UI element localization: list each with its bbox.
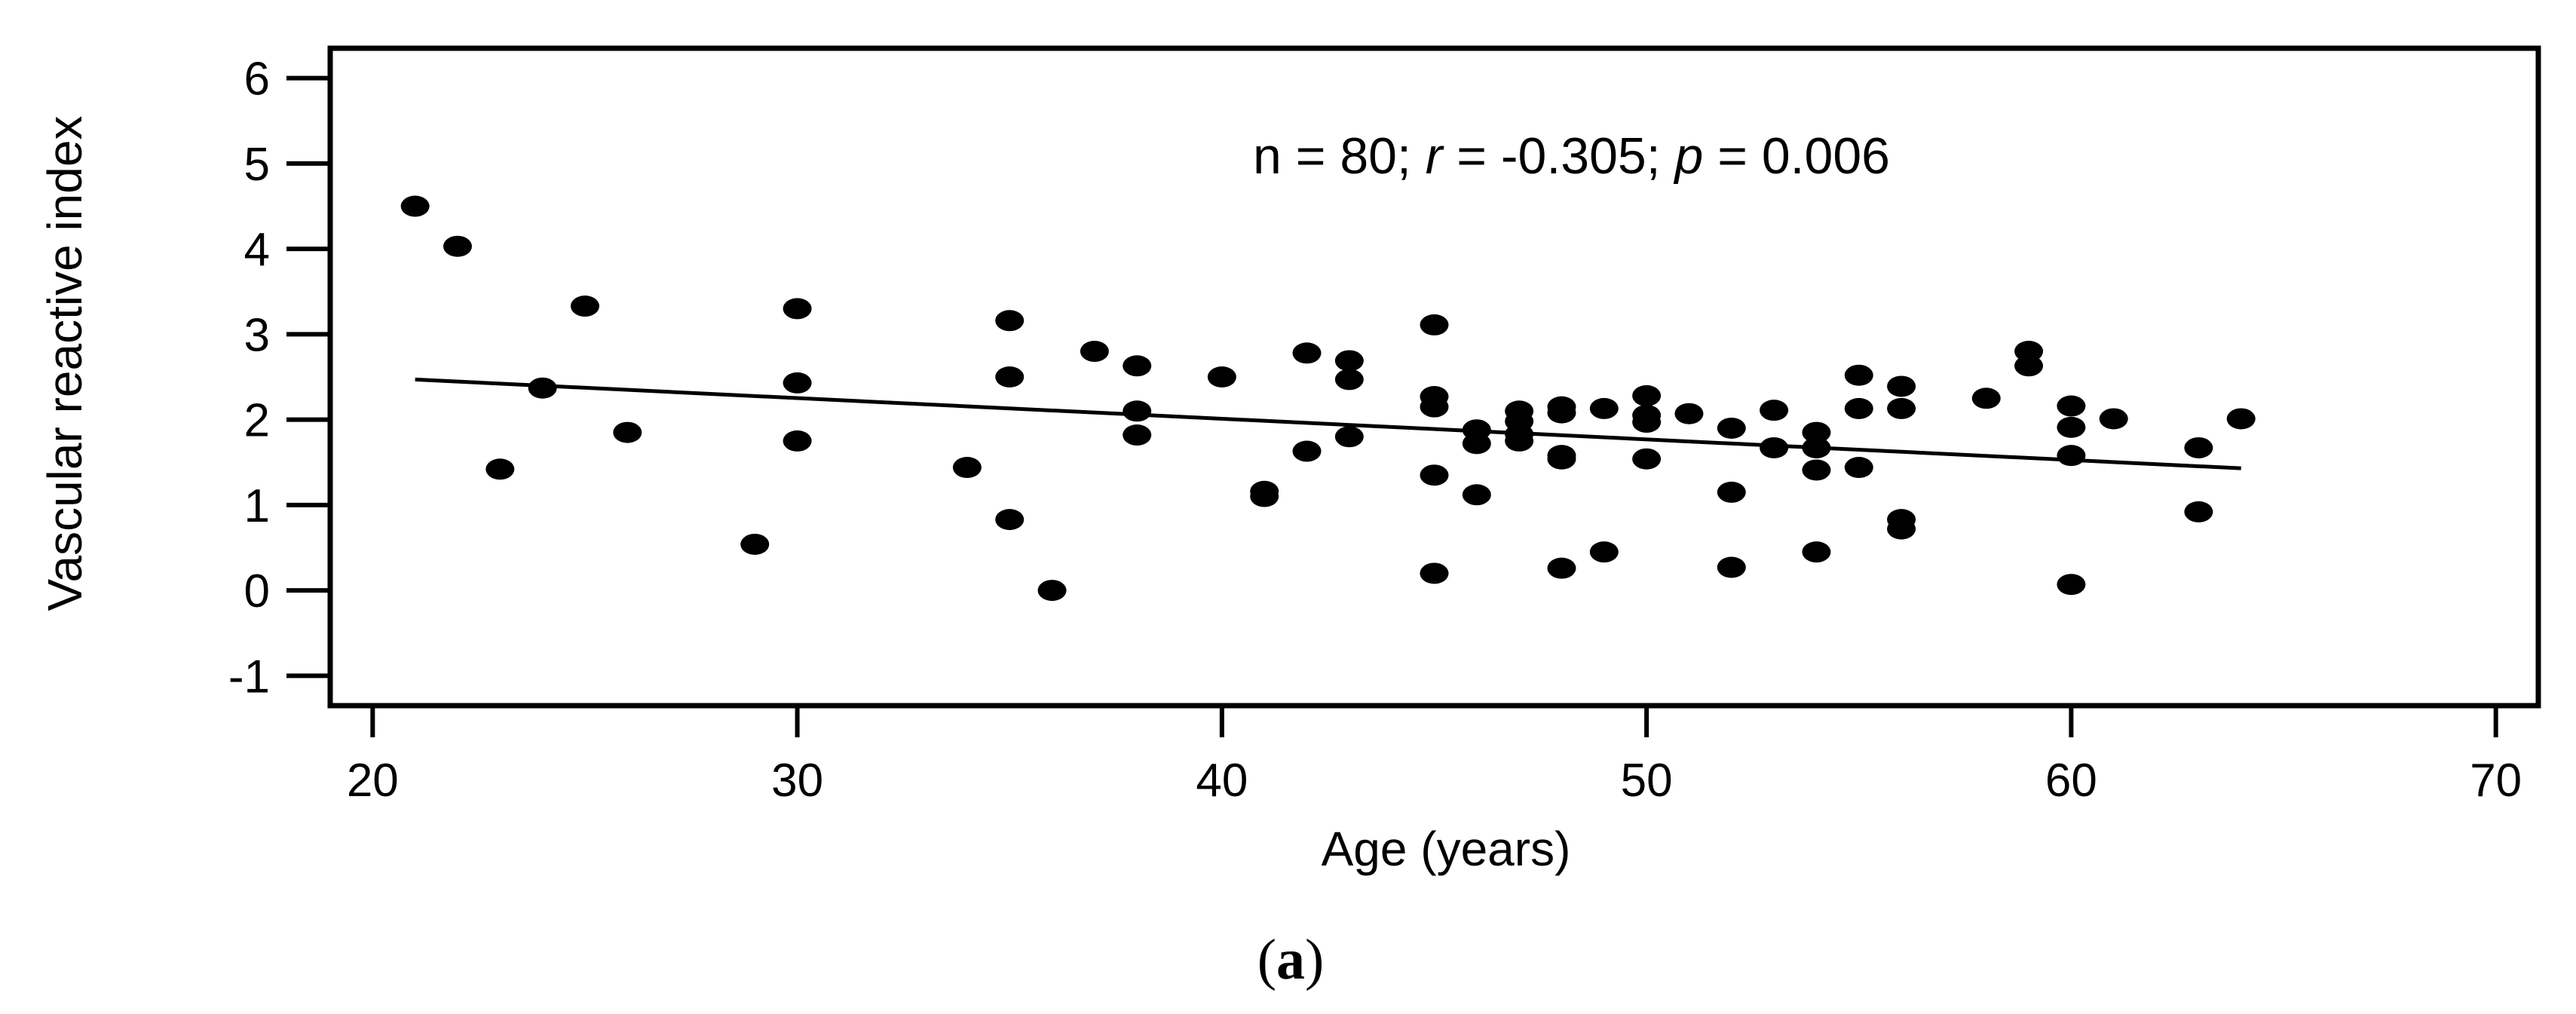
data-point — [740, 533, 770, 555]
data-point — [2057, 395, 2086, 417]
data-point — [400, 195, 430, 217]
data-point — [1844, 397, 1873, 419]
x-axis-ticks: 20 30 40 50 60 70 — [347, 706, 2522, 807]
data-point — [783, 298, 812, 320]
x-tick-label: 40 — [1196, 755, 1248, 807]
data-point — [1632, 384, 1662, 406]
y-tick-label: 0 — [244, 565, 270, 617]
data-point — [1123, 424, 1152, 446]
data-point — [1589, 541, 1619, 563]
data-point — [995, 366, 1025, 388]
annotation-p-value: = 0.006 — [1703, 127, 1890, 185]
data-point — [995, 509, 1025, 531]
data-point — [1420, 314, 1449, 335]
data-point — [528, 377, 557, 399]
y-tick-label: -1 — [228, 651, 270, 703]
data-point — [1887, 518, 1916, 540]
data-point — [2014, 355, 2044, 377]
data-point — [2184, 437, 2213, 458]
data-point — [2014, 341, 2044, 363]
caption-close-paren: ) — [1305, 928, 1324, 991]
regression-line — [415, 377, 2241, 470]
data-point — [570, 296, 599, 317]
data-point — [783, 430, 812, 452]
data-point — [1420, 562, 1449, 584]
data-point — [1674, 403, 1704, 424]
figure-caption: (a) — [1257, 928, 1325, 991]
plot-frame — [327, 45, 2541, 709]
data-point — [2099, 408, 2128, 430]
caption-letter: a — [1276, 928, 1305, 991]
annotation-stats: n = 80; r = -0.305; p = 0.006 — [1253, 127, 1890, 185]
data-point — [1334, 426, 1364, 448]
x-tick-label: 60 — [2045, 755, 2097, 807]
data-point — [1292, 342, 1322, 364]
data-point — [1505, 430, 1534, 452]
data-point — [1462, 433, 1491, 455]
data-point — [1547, 402, 1576, 424]
data-point — [1080, 341, 1109, 363]
data-point — [2226, 408, 2256, 430]
data-point — [2057, 416, 2086, 438]
annotation-n: n = 80; — [1253, 127, 1426, 185]
x-tick-label: 70 — [2470, 755, 2522, 807]
data-point — [1802, 541, 1831, 563]
y-axis-title: Vascular reactive index — [38, 116, 92, 611]
data-point — [2184, 501, 2213, 522]
data-point — [613, 421, 642, 443]
y-tick-label: 1 — [244, 480, 270, 532]
y-tick-label: 6 — [244, 54, 270, 106]
data-point — [1971, 388, 2001, 409]
data-point — [952, 457, 982, 479]
data-point — [1547, 557, 1576, 579]
x-axis-title: Age (years) — [1322, 822, 1571, 876]
data-point — [1632, 448, 1662, 470]
data-point — [1420, 464, 1449, 486]
data-point — [485, 458, 515, 480]
y-tick-label: 4 — [244, 224, 270, 276]
data-point — [1760, 400, 1789, 421]
caption-open-paren: ( — [1257, 928, 1276, 991]
x-tick-label: 20 — [347, 755, 399, 807]
y-tick-label: 3 — [244, 309, 270, 361]
data-point — [1123, 355, 1152, 377]
data-point — [1632, 412, 1662, 433]
data-point — [1292, 440, 1322, 462]
data-point — [2057, 574, 2086, 596]
data-point — [1802, 421, 1831, 443]
data-point — [1760, 437, 1789, 458]
data-points — [400, 195, 2256, 602]
annotation-r-value: = -0.305; — [1442, 127, 1674, 185]
x-tick-label: 30 — [771, 755, 823, 807]
annotation-r-symbol: r — [1426, 127, 1444, 185]
data-point — [1589, 397, 1619, 419]
data-point — [1334, 369, 1364, 391]
data-point — [783, 372, 812, 394]
y-axis-ticks: -1 0 1 2 3 4 5 6 — [228, 54, 330, 703]
data-point — [1462, 484, 1491, 506]
x-tick-label: 50 — [1621, 755, 1673, 807]
data-point — [1887, 375, 1916, 397]
y-tick-label: 2 — [244, 395, 270, 447]
data-point — [1887, 397, 1916, 419]
data-point — [1844, 457, 1873, 479]
annotation-p-symbol: p — [1674, 127, 1704, 185]
data-point — [1802, 459, 1831, 481]
data-point — [1334, 350, 1364, 372]
data-point — [1123, 400, 1152, 422]
data-point — [2057, 445, 2086, 467]
data-point — [443, 235, 472, 257]
data-point — [1250, 486, 1279, 507]
data-point — [1547, 448, 1576, 470]
data-point — [1717, 556, 1746, 578]
data-point — [1844, 364, 1873, 386]
data-point — [1037, 580, 1067, 602]
data-point — [1717, 481, 1746, 503]
y-tick-label: 5 — [244, 139, 270, 191]
data-point — [995, 310, 1025, 332]
data-point — [1207, 366, 1236, 388]
data-point — [1420, 396, 1449, 418]
data-point — [1717, 417, 1746, 439]
